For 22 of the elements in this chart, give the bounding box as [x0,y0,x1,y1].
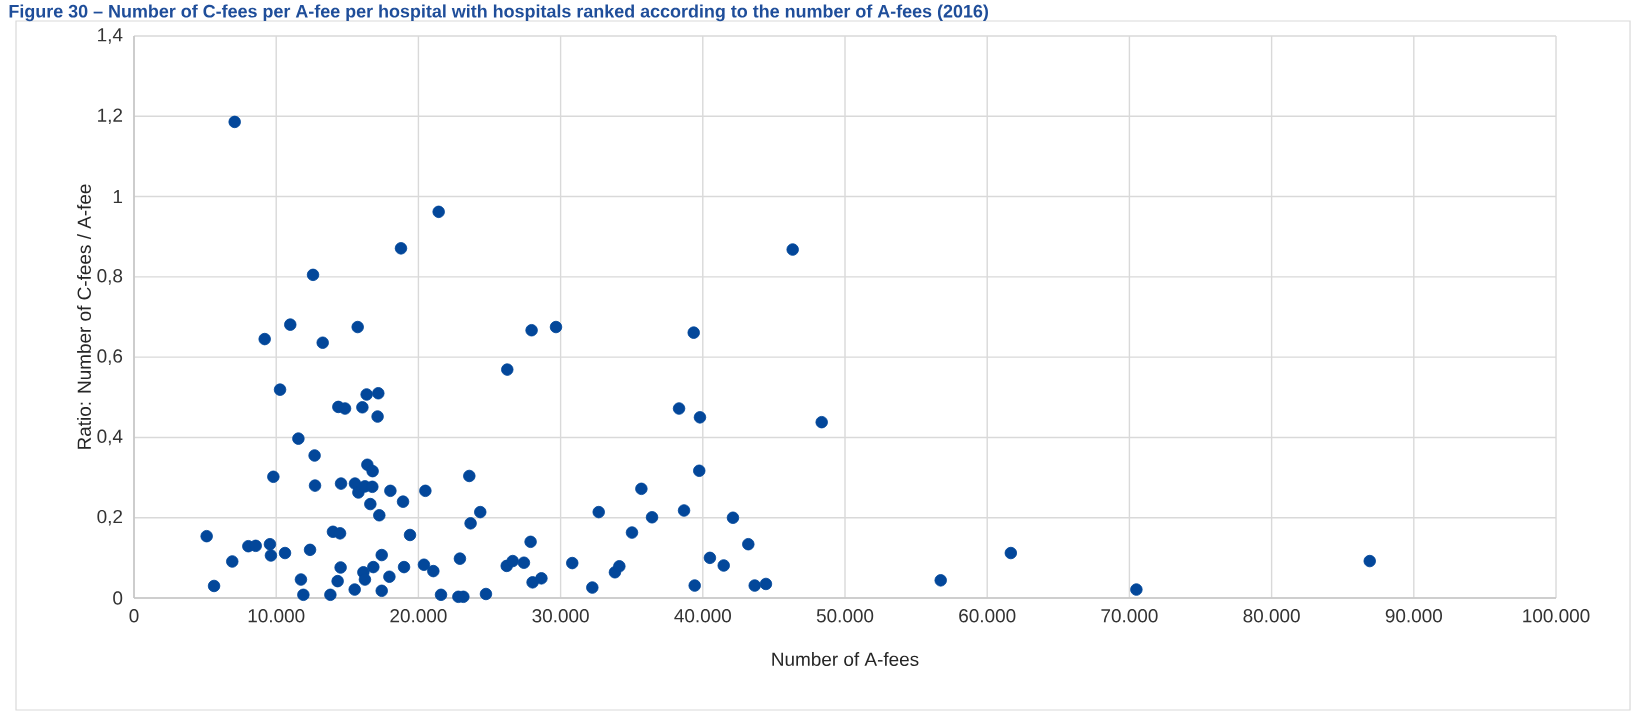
y-tick-label: 0,8 [97,269,123,285]
x-tick-label: 20.000 [390,609,447,623]
x-tick-label: 40.000 [674,609,731,623]
x-tick-label: 50.000 [816,609,874,623]
x-tick-label: 30.000 [532,609,589,623]
y-axis-title: Ratio: Number of C-fees / A-fee [77,184,91,449]
x-tick-label: 60.000 [959,609,1016,623]
x-axis-title: Number of A-fees [772,652,919,667]
x-tick-label: 80.000 [1243,609,1300,623]
x-tick-label: 90.000 [1385,609,1443,623]
y-tick-label: 1,4 [98,28,123,44]
chart-title: Figure 30 – Number of C-fees per A-fee per hospital with hospitals ranked according to the number of A-fees (2016) [9,4,988,22]
y-tick-label: 0 [113,591,123,605]
x-tick-label: 70.000 [1101,609,1158,623]
y-tick-label: 1 [113,190,123,204]
x-tick-label: 0 [129,609,139,623]
x-tick-label: 100.000 [1523,609,1590,623]
y-tick-label: 1,2 [98,108,123,125]
y-tick-label: 0,6 [97,349,123,365]
y-tick-label: 0,4 [97,429,123,446]
y-tick-label: 0,2 [97,509,123,526]
x-tick-label: 10.000 [248,609,305,623]
